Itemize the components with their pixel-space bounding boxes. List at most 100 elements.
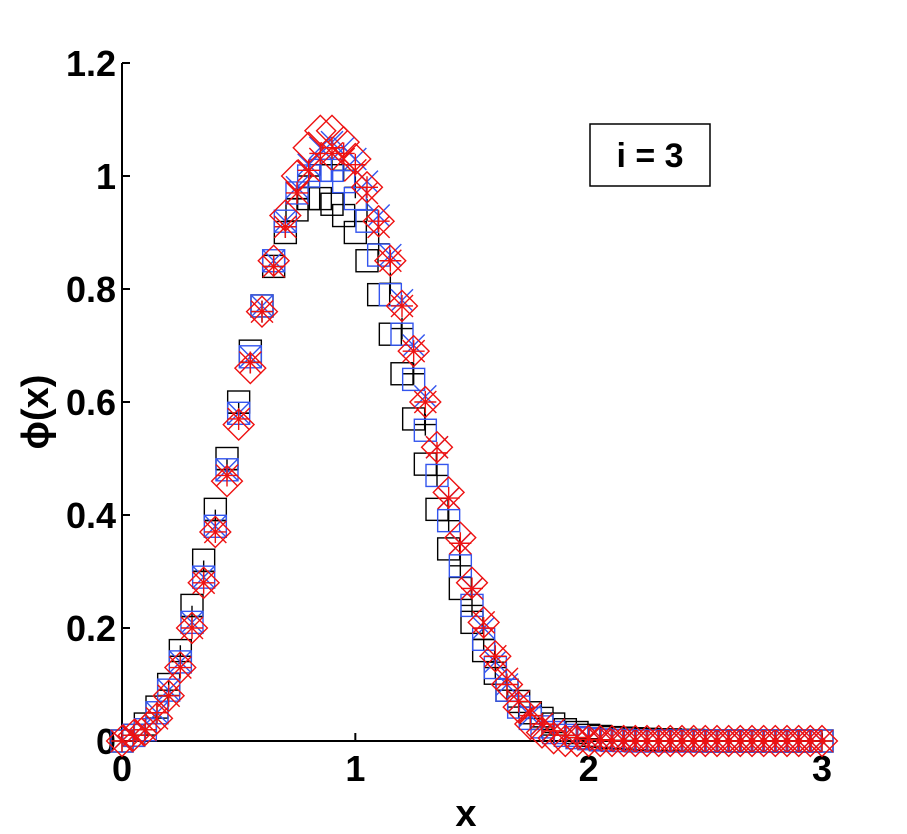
- data-point: [758, 724, 792, 758]
- y-tick-label: 0.6: [66, 382, 116, 423]
- data-point: [390, 322, 414, 346]
- data-point: [432, 476, 466, 509]
- data-series: [105, 114, 839, 758]
- data-point: [117, 718, 151, 752]
- data-point: [245, 295, 279, 328]
- data-point: [327, 125, 361, 159]
- annotation-frame: [589, 123, 711, 187]
- data-point: [735, 724, 769, 758]
- data-point: [467, 605, 501, 639]
- y-tick-label: 0.8: [66, 269, 116, 310]
- data-point: [303, 114, 337, 148]
- data-point: [449, 554, 472, 577]
- data-point: [688, 724, 722, 758]
- data-point: [448, 554, 473, 578]
- data-point: [233, 351, 267, 385]
- data-point: [525, 716, 559, 749]
- y-axis-label: ϕ(x): [15, 375, 57, 450]
- data-point: [805, 724, 839, 758]
- data-point: [653, 724, 687, 758]
- data-point: [630, 724, 664, 758]
- y-tick-label: 0.4: [66, 495, 116, 536]
- data-point: [560, 724, 594, 758]
- data-point: [712, 724, 746, 758]
- x-tick-label: 2: [579, 748, 599, 789]
- data-point: [496, 673, 518, 696]
- data-point: [426, 441, 448, 464]
- data-point: [437, 509, 460, 532]
- data-point: [548, 724, 582, 758]
- annotation-label: i = 3: [616, 137, 683, 175]
- data-point: [257, 244, 291, 278]
- data-point: [665, 724, 699, 758]
- data-point: [572, 724, 606, 758]
- data-point: [308, 147, 332, 171]
- data-point: [378, 282, 403, 307]
- data-point: [793, 724, 827, 758]
- x-tick-label: 1: [345, 748, 365, 789]
- data-point: [292, 131, 326, 165]
- data-point: [268, 199, 302, 232]
- data-point: [350, 170, 384, 204]
- data-point: [677, 724, 711, 758]
- data-point: [356, 176, 378, 199]
- data-point: [455, 566, 489, 600]
- data-point: [413, 418, 438, 442]
- data-point: [152, 679, 186, 713]
- data-point: [425, 463, 449, 488]
- x-tick-label: 0: [112, 748, 132, 789]
- axis-ticks: 00.20.40.60.811.20 1 2 3: [66, 43, 832, 789]
- data-point: [355, 181, 379, 205]
- data-point: [332, 142, 355, 165]
- data-point: [782, 724, 816, 758]
- data-point: [700, 724, 734, 758]
- data-point: [495, 667, 519, 691]
- data-point: [320, 141, 344, 165]
- data-point: [222, 408, 256, 441]
- x-tick-label: 3: [812, 748, 832, 789]
- data-point: [105, 724, 139, 758]
- data-point: [273, 215, 297, 239]
- data-point: [420, 430, 454, 464]
- data-point: [426, 464, 448, 487]
- data-point: [210, 464, 244, 498]
- data-point: [460, 576, 484, 600]
- data-point: [373, 244, 407, 278]
- data-point: [530, 712, 554, 736]
- data-point: [187, 566, 221, 600]
- data-point: [437, 486, 461, 510]
- data-point: [280, 159, 314, 193]
- data-point: [238, 350, 262, 374]
- data-point: [367, 215, 391, 239]
- data-point: [401, 367, 426, 392]
- data-point: [577, 727, 601, 751]
- data-point: [262, 254, 286, 278]
- data-point: [198, 515, 232, 549]
- data-point: [397, 334, 431, 368]
- data-point: [502, 690, 536, 724]
- data-point: [408, 385, 442, 419]
- data-point: [285, 181, 309, 205]
- series-square-2: [110, 158, 834, 753]
- data-point: [723, 724, 757, 758]
- data-point: [448, 531, 472, 555]
- data-point: [443, 521, 477, 554]
- data-point: [140, 702, 174, 735]
- data-point: [215, 463, 239, 487]
- y-tick-label: 0.2: [66, 608, 116, 649]
- data-point: [472, 617, 495, 639]
- data-point: [367, 210, 390, 233]
- data-point: [163, 651, 197, 684]
- x-axis-label: x: [455, 793, 476, 834]
- data-point: [537, 721, 571, 755]
- annotation-box: i = 3: [589, 123, 711, 187]
- data-point: [128, 713, 162, 747]
- data-point: [607, 724, 641, 758]
- data-point: [362, 204, 396, 238]
- data-point: [344, 153, 367, 176]
- y-tick-label: 1: [96, 156, 116, 197]
- data-point: [227, 407, 251, 431]
- data-point: [478, 639, 512, 673]
- data-point: [490, 668, 524, 701]
